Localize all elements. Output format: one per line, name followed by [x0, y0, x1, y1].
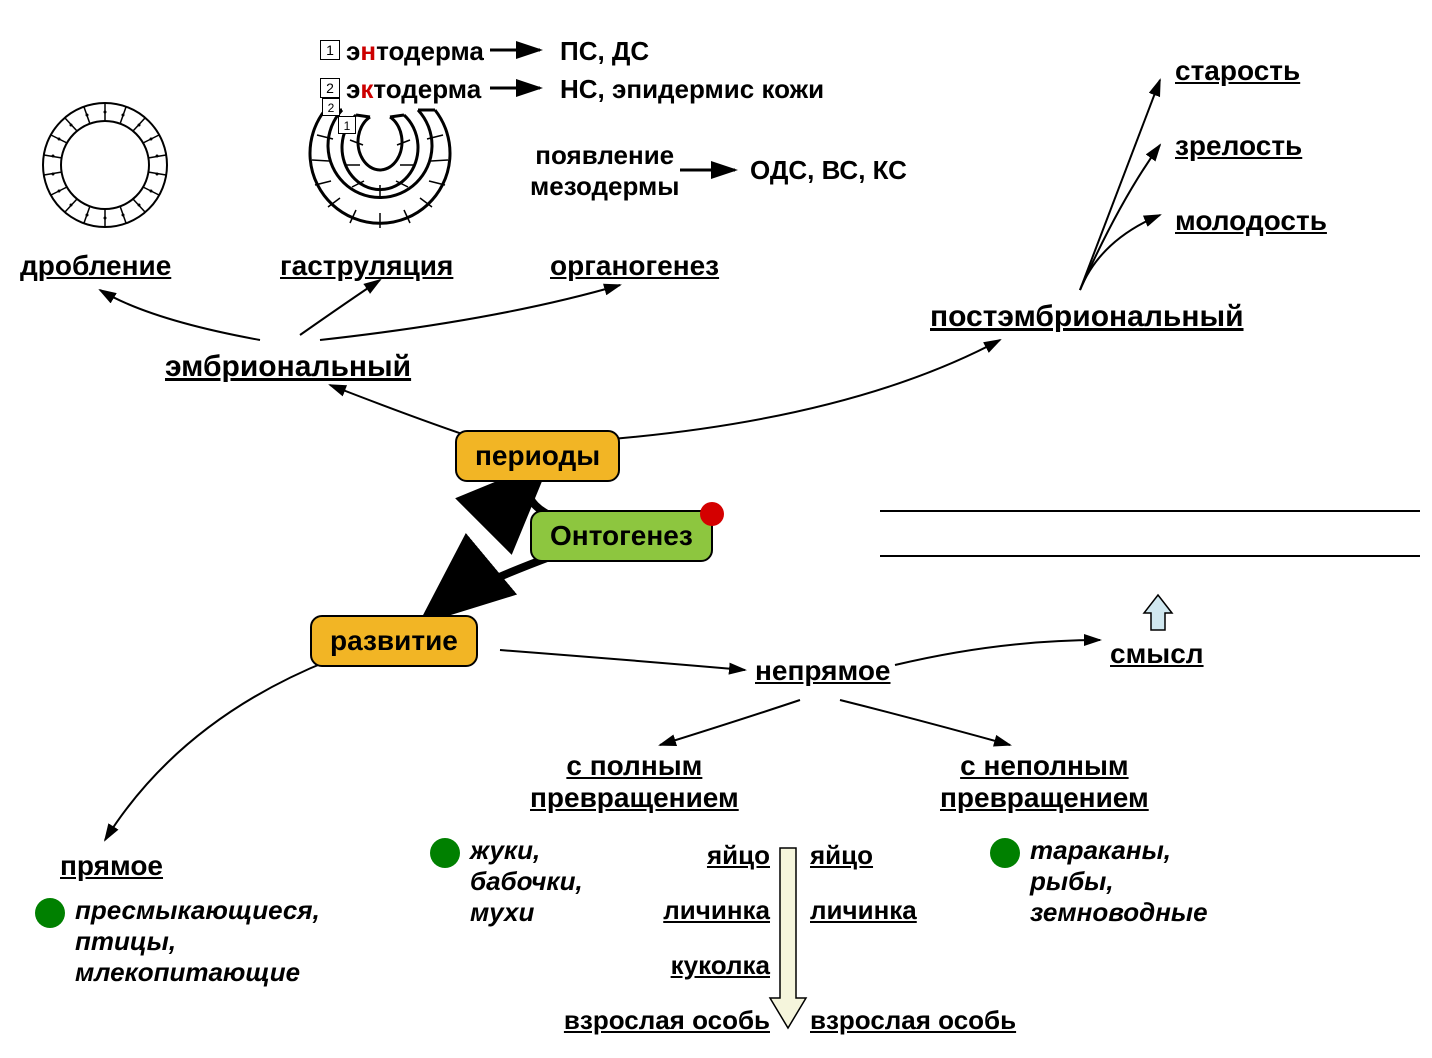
incomplete-s3: взрослая особь: [810, 1005, 1016, 1036]
cleavage-label: дробление: [20, 250, 171, 282]
youth-label: молодость: [1175, 205, 1327, 237]
gastrula-num2: 2: [322, 98, 340, 116]
complete-s4: взрослая особь: [480, 1005, 770, 1036]
direct-examples: пресмыкающиеся, птицы, млекопитающие: [75, 895, 320, 988]
indirect-label: непрямое: [755, 655, 891, 687]
development-box: развитие: [310, 615, 478, 667]
oldage-label: старость: [1175, 55, 1300, 87]
incomplete-s2: личинка: [810, 895, 917, 926]
blank-line-2: [880, 555, 1420, 557]
complete-s3: куколка: [560, 950, 770, 981]
periods-box: периоды: [455, 430, 620, 482]
ontogenesis-box: Онтогенез: [530, 510, 713, 562]
direct-label: прямое: [60, 850, 163, 882]
gastrula-num1: 1: [338, 116, 356, 134]
incomplete-examples: тараканы, рыбы, земноводные: [1030, 835, 1208, 928]
red-dot-icon: [700, 502, 724, 526]
layer2-label: эктодерма: [346, 74, 481, 105]
embryonic-title: эмбриональный: [165, 350, 411, 384]
postembryonic-title: постэмбриональный: [930, 300, 1244, 334]
meaning-label: смысл: [1110, 638, 1204, 670]
green-dot-incomplete: [990, 838, 1020, 868]
layer2-num: 2: [320, 78, 340, 98]
mesoderm-result: ОДС, ВС, КС: [750, 155, 907, 186]
blank-line-1: [880, 510, 1420, 512]
green-dot-direct: [35, 898, 65, 928]
gastrulation-label: гаструляция: [280, 250, 453, 282]
complete-label: с полным превращением: [530, 750, 739, 814]
incomplete-label: с неполным превращением: [940, 750, 1149, 814]
complete-s1: яйцо: [560, 840, 770, 871]
layer2-result: НС, эпидермис кожи: [560, 74, 824, 105]
incomplete-s1: яйцо: [810, 840, 873, 871]
layer1-num: 1: [320, 40, 340, 60]
layer1-result: ПС, ДС: [560, 36, 649, 67]
mesoderm-label: появление мезодермы: [530, 140, 679, 202]
layer1-label: энтодерма: [346, 36, 484, 67]
organogenesis-label: органогенез: [550, 250, 719, 282]
maturity-label: зрелость: [1175, 130, 1302, 162]
green-dot-complete: [430, 838, 460, 868]
complete-s2: личинка: [560, 895, 770, 926]
